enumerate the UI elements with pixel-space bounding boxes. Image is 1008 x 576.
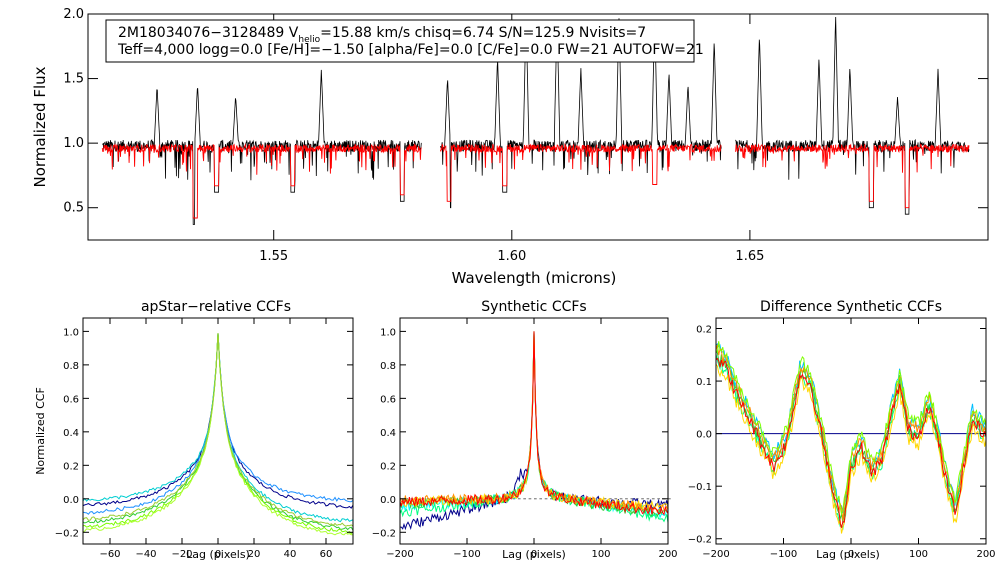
- ccf-apstar-series-line: [82, 333, 354, 535]
- ccf-synthetic-x-axis-label: Lag (pixels): [502, 548, 566, 561]
- observed-spectrum-line: [735, 16, 970, 215]
- annotation-line-2: Teff=4,000 logg=0.0 [Fe/H]=−1.50 [alpha/…: [117, 42, 704, 58]
- x-tick-label: −20: [171, 549, 192, 560]
- x-tick-label: 1.60: [497, 249, 526, 264]
- x-tick-label: 1.65: [735, 249, 764, 264]
- x-tick-label: 20: [248, 549, 261, 560]
- x-tick-label: 40: [284, 549, 297, 560]
- y-tick-label: 0.6: [63, 394, 79, 405]
- x-tick-label: −200: [702, 549, 729, 560]
- x-tick-label: 0: [531, 549, 537, 560]
- y-tick-label: 0.2: [63, 461, 79, 472]
- y-tick-label: 0.8: [380, 361, 396, 372]
- y-tick-label: 0.6: [380, 394, 396, 405]
- ccf-difference-series-group: [715, 341, 987, 534]
- ccf-apstar-series-line: [82, 333, 354, 523]
- y-tick-label: 0.0: [63, 495, 79, 506]
- x-tick-label: −100: [453, 549, 480, 560]
- y-tick-label: 0.5: [63, 201, 84, 216]
- ccf-apstar-x-axis-label: Lag (pixels): [186, 548, 250, 561]
- x-tick-label: −60: [99, 549, 120, 560]
- y-tick-label: 0.8: [63, 361, 79, 372]
- model-spectrum-line: [439, 142, 722, 202]
- ccf-difference-axis-ticks: −200 −100 0 100 200 −0.2 −0.1 0.0 0.1 0.2: [688, 318, 996, 560]
- ccf-panel-apstar-title: apStar−relative CCFs: [141, 299, 291, 315]
- spectrum-plot-frame: [87, 13, 989, 241]
- annotation-box: [105, 19, 695, 63]
- spectrum-series-group: [101, 16, 970, 225]
- ccf-panel-synthetic-title: Synthetic CCFs: [481, 299, 586, 315]
- y-tick-label: 0.4: [63, 428, 79, 439]
- ccf-apstar-y-axis-label: Normalized CCF: [34, 387, 47, 475]
- y-tick-label: 0.4: [380, 428, 396, 439]
- ccf-difference-series-line: [715, 350, 987, 523]
- ccf-panel-difference: Difference Synthetic CCFs −200 −100 0 100 20…: [688, 299, 996, 561]
- ccf-panel-synthetic: Synthetic CCFs −200 −100 0 100 200 −0.2 0.0 0.2…: [372, 299, 678, 561]
- y-tick-label: 0.0: [380, 495, 396, 506]
- y-tick-label: 1.5: [63, 72, 84, 87]
- ccf-apstar-series-line: [82, 333, 354, 536]
- y-tick-label: −0.2: [55, 528, 79, 539]
- y-tick-label: 2.0: [63, 7, 84, 22]
- y-tick-label: 1.0: [63, 327, 79, 338]
- ccf-difference-series-line: [715, 341, 987, 515]
- ccf-apstar-series-line: [82, 333, 354, 531]
- y-tick-label: 0.2: [380, 461, 396, 472]
- x-tick-label: 0: [215, 549, 221, 560]
- y-tick-label: 0.1: [696, 377, 712, 388]
- y-tick-label: 1.0: [380, 327, 396, 338]
- spectrum-panel: 1.55 1.60 1.65 0.5 1.0 1.5 2.0 2M18034076−3128…: [31, 7, 989, 287]
- y-tick-label: 0.0: [696, 430, 712, 441]
- ccf-apstar-series-line: [82, 333, 354, 515]
- ccf-synthetic-axis-ticks: −200 −100 0 100 200 −0.2 0.0 0.2 0.4 0.6 0.8 1.0: [372, 318, 678, 560]
- ccf-panel-difference-title: Difference Synthetic CCFs: [760, 299, 942, 315]
- ccf-panel-apstar-frame: [82, 317, 354, 545]
- ccf-synthetic-series-group: [399, 331, 671, 531]
- model-spectrum-line: [101, 143, 422, 219]
- ccf-panel-difference-frame: [715, 317, 987, 545]
- x-tick-label: 100: [909, 549, 928, 560]
- x-tick-label: −200: [386, 549, 413, 560]
- spectrum-y-axis-label: Normalized Flux: [31, 66, 49, 187]
- ccf-difference-x-axis-label: Lag (pixels): [816, 548, 880, 561]
- x-tick-label: 60: [320, 549, 333, 560]
- x-tick-label: 0: [848, 549, 854, 560]
- y-tick-label: −0.2: [688, 535, 712, 546]
- spectrum-x-axis-label: Wavelength (microns): [452, 269, 617, 287]
- y-tick-label: −0.2: [372, 528, 396, 539]
- ccf-panel-apstar: apStar−relative CCFs −60 −40 −20 0 20 40 60 −0.…: [34, 299, 354, 561]
- ccf-apstar-axis-ticks: −60 −40 −20 0 20 40 60 −0.2 0.0 0.2 0.4 0.6 0.8 1.0: [55, 318, 353, 560]
- ccf-difference-series-line: [715, 344, 987, 521]
- spectrum-axis-ticks: 1.55 1.60 1.65 0.5 1.0 1.5 2.0: [63, 7, 988, 264]
- ccf-apstar-series-line: [82, 333, 354, 527]
- x-tick-label: 1.55: [259, 249, 288, 264]
- y-tick-label: 0.2: [696, 325, 712, 336]
- annotation-line-1: 2M18034076−3128489 Vhelio=15.88 km/s chi…: [118, 25, 646, 45]
- ccf-difference-series-line: [715, 357, 987, 528]
- x-tick-label: 200: [658, 549, 677, 560]
- x-tick-label: −40: [135, 549, 156, 560]
- ccf-synthetic-series-line: [399, 331, 669, 517]
- ccf-synthetic-series-line: [399, 331, 669, 516]
- y-tick-label: 1.0: [63, 136, 84, 151]
- model-spectrum-line: [735, 143, 970, 209]
- x-tick-label: 200: [976, 549, 995, 560]
- x-tick-label: −100: [770, 549, 797, 560]
- ccf-synthetic-series-line: [399, 331, 669, 523]
- ccf-apstar-series-group: [82, 333, 354, 536]
- ccf-difference-series-line: [715, 354, 987, 531]
- x-tick-label: 100: [591, 549, 610, 560]
- ccf-synthetic-series-line: [399, 331, 669, 513]
- y-tick-label: −0.1: [688, 482, 712, 493]
- ccf-apstar-series-line: [82, 333, 354, 509]
- ccf-difference-series-line: [715, 363, 987, 534]
- ccf-synthetic-series-line: [399, 331, 669, 520]
